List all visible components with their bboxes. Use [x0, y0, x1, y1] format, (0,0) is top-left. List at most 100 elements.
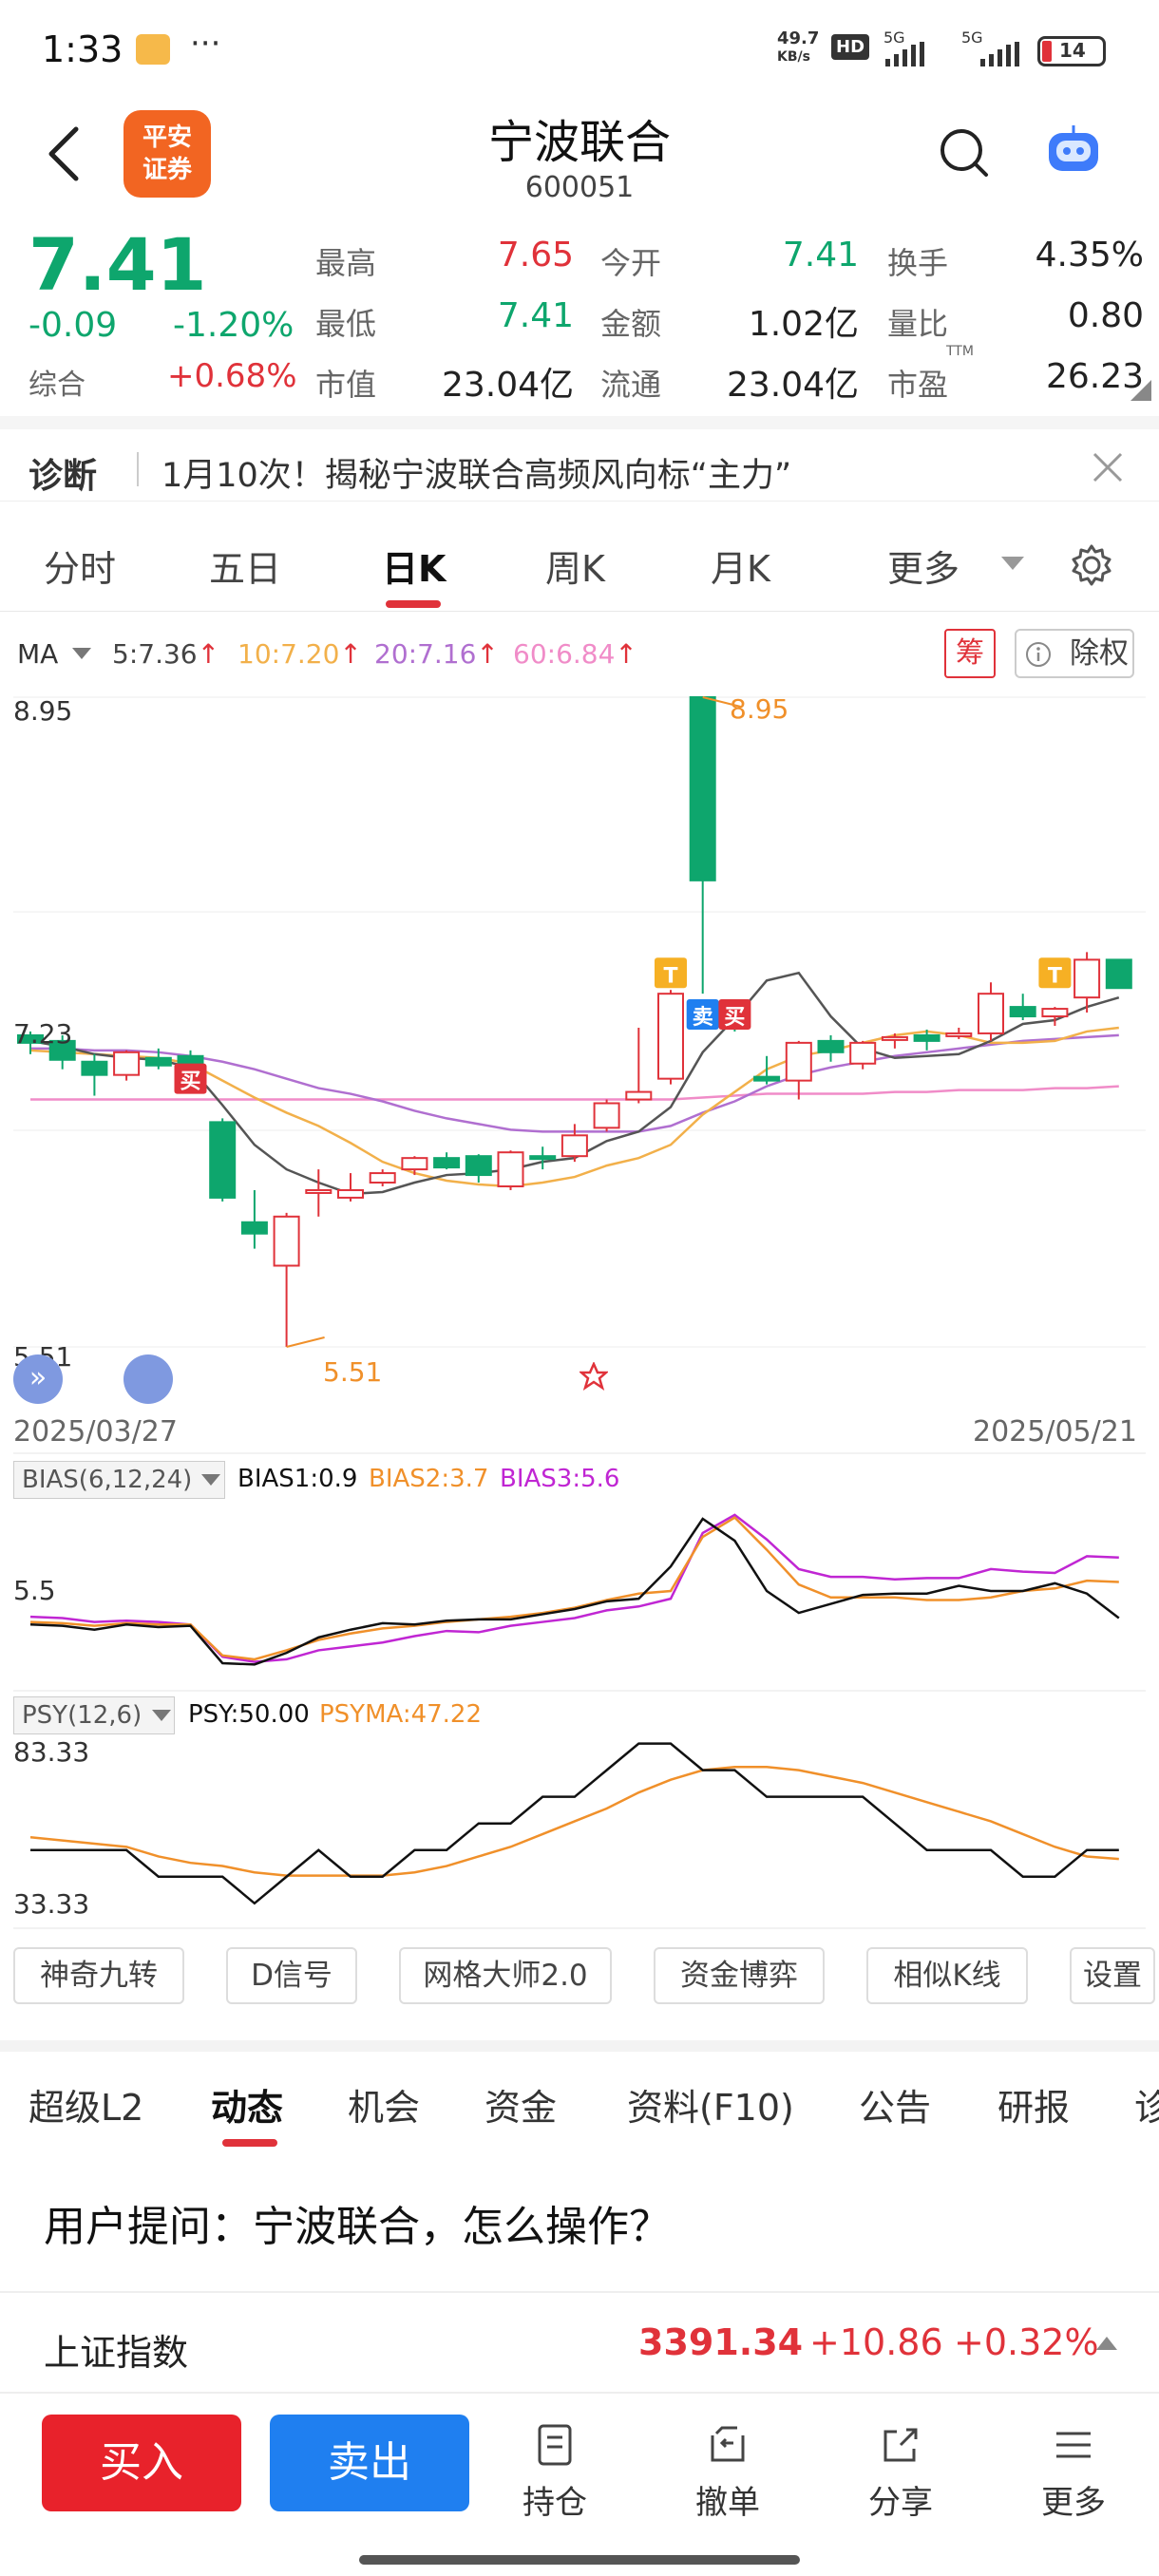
candle-body [209, 1121, 237, 1199]
ma-dropdown-icon[interactable] [72, 648, 91, 661]
close-icon[interactable] [1091, 450, 1125, 484]
ai-assistant-icon[interactable] [1043, 120, 1104, 180]
bias-dropdown-icon[interactable] [201, 1474, 220, 1487]
search-icon[interactable] [935, 123, 992, 180]
composite-label: 综合 [28, 369, 86, 402]
chart-canvas[interactable]: 买卖 买T T [0, 617, 1159, 1938]
candle-body [48, 1039, 76, 1061]
turnover-value: 4.35% [1035, 236, 1144, 275]
quote-panel: 7.41 -0.09 -1.20% 综合 +0.68% 最高 7.65 今开 7… [0, 218, 1159, 408]
tab-research[interactable]: 研报 [998, 2087, 1071, 2129]
open-value: 7.41 [782, 236, 859, 275]
candle-body [17, 1033, 44, 1044]
index-change: +10.86 [809, 2321, 943, 2363]
k-line-chart[interactable]: MA 5:7.36↑ 10:7.20↑ 20:7.16↑ 60:6.84↑ 筹 … [0, 617, 1159, 1938]
nav-holdings[interactable]: 持仓 [498, 2422, 612, 2523]
index-ticker[interactable]: 上证指数 3391.34 +10.86 +0.32% [0, 2295, 1159, 2390]
candle-body [817, 1039, 845, 1053]
stock-code: 600051 [524, 171, 635, 204]
candle-body [1009, 1006, 1036, 1018]
tab-announcements[interactable]: 公告 [859, 2087, 932, 2129]
min-price-marker: 5.51 [323, 1356, 383, 1388]
tab-f10[interactable]: 资料(F10) [627, 2087, 794, 2129]
buy-button[interactable]: 买入 [42, 2415, 241, 2511]
signal-5g-1: 5G [884, 28, 905, 47]
tool-grid-master[interactable]: 网格大师2.0 [399, 1947, 612, 2004]
tab-opportunity[interactable]: 机会 [348, 2087, 421, 2129]
back-icon[interactable] [42, 123, 84, 184]
chip-distribution-button[interactable]: 筹 [944, 629, 996, 678]
candle-body [978, 993, 1004, 1034]
more-notifications-icon: ··· [190, 25, 221, 63]
ma60-line [30, 1085, 1119, 1101]
indicator-lines [29, 1513, 1120, 1905]
low-value: 7.41 [497, 296, 574, 335]
candle-body [657, 993, 684, 1080]
chart-period-tabs: 分时 五日 日K 周K 月K 更多 [0, 511, 1159, 612]
bias1-legend: BIAS1:0.9 [238, 1465, 358, 1493]
max-marker-line [702, 696, 741, 708]
cancel-order-icon [711, 2426, 745, 2462]
bias3-legend: BIAS3:5.6 [500, 1465, 620, 1493]
tab-weekly-k[interactable]: 周K [545, 548, 605, 590]
tab-monthly-k[interactable]: 月K [711, 548, 770, 590]
candle-body [1074, 958, 1101, 999]
broker-logo: 平安 证券 [124, 110, 211, 198]
candle-body [753, 1075, 781, 1082]
signal-markers: 买卖 买T T [174, 696, 1072, 1348]
tab-daily-k[interactable]: 日K [382, 548, 446, 590]
section-tabs: 超级L2 动态 机会 资金 资料(F10) 公告 研报 诊 [0, 2040, 1159, 2147]
psyma-legend: PSYMA:47.22 [319, 1700, 483, 1729]
nav-more[interactable]: 更多 [1016, 2422, 1130, 2523]
event-star-icon[interactable] [580, 1362, 608, 1391]
tab-news[interactable]: 动态 [211, 2087, 284, 2129]
sell-button[interactable]: 卖出 [270, 2415, 469, 2511]
tab-diagnosis[interactable]: 诊 [1134, 2087, 1159, 2129]
psy-line [30, 1742, 1119, 1905]
diagnosis-banner[interactable]: 诊断 1月10次！揭秘宁波联合高频风向标“主力” [0, 416, 1159, 502]
ma-label[interactable]: MA [17, 638, 59, 670]
nav-cancel-order[interactable]: 撤单 [671, 2422, 785, 2523]
amount-value: 1.02亿 [748, 305, 859, 344]
candle-body [625, 1090, 653, 1101]
signal-badge-text: T [1048, 964, 1062, 988]
signal-badge-text: 卖 [693, 1005, 713, 1030]
tab-more[interactable]: 更多 [887, 548, 960, 590]
diagnosis-text: 1月10次！揭秘宁波联合高频风向标“主力” [162, 457, 792, 495]
tab-intraday[interactable]: 分时 [44, 548, 117, 590]
fullscreen-icon[interactable] [124, 1354, 173, 1404]
top-bar: 平安 证券 宁波联合 600051 [0, 95, 1159, 218]
signal-badge-bg [1038, 957, 1072, 989]
tool-capital-game[interactable]: 资金博弈 [654, 1947, 825, 2004]
psyma-line [29, 1766, 1119, 1877]
tab-super-l2[interactable]: 超级L2 [28, 2087, 144, 2129]
chevron-up-icon[interactable] [1096, 2337, 1117, 2352]
bias3-line [29, 1513, 1119, 1663]
adjust-button[interactable]: 除权 [1015, 629, 1134, 678]
tool-d-signal[interactable]: D信号 [226, 1947, 357, 2004]
status-bar: 1:33 ··· 49.7 KB/s HD 5G 5G 14 [0, 0, 1159, 95]
expand-corner-icon[interactable] [1130, 380, 1151, 401]
user-question-card[interactable]: 用户提问：宁波联合，怎么操作？ [0, 2145, 1159, 2293]
psy-indicator-select[interactable]: PSY(12,6) [13, 1696, 176, 1734]
stock-name: 宁波联合 [487, 116, 671, 169]
candle-body [113, 1051, 141, 1076]
more-list-icon [1056, 2432, 1091, 2458]
pe-ttm-tag: TTM [946, 344, 974, 359]
tool-settings[interactable]: 设置 [1070, 1947, 1155, 2004]
chevron-down-icon[interactable] [1001, 557, 1024, 572]
index-change-pct: +0.32% [954, 2321, 1099, 2363]
psy-dropdown-icon[interactable] [152, 1710, 171, 1723]
candle-body [369, 1172, 396, 1184]
tool-similar-k[interactable]: 相似K线 [866, 1947, 1028, 2004]
expand-left-icon[interactable]: » [13, 1354, 63, 1404]
nav-share[interactable]: 分享 [844, 2422, 958, 2523]
tool-magic-nine[interactable]: 神奇九转 [13, 1947, 184, 2004]
bias-indicator-select[interactable]: BIAS(6,12,24) [13, 1461, 226, 1499]
settings-gear-icon[interactable] [1070, 543, 1113, 587]
price-change-pct: -1.20% [173, 306, 294, 345]
tab-capital[interactable]: 资金 [484, 2087, 558, 2129]
tab-five-day[interactable]: 五日 [209, 548, 282, 590]
signal-badge-text: 买 [724, 1006, 745, 1030]
ma60-legend: 60:6.84↑ [513, 638, 637, 670]
